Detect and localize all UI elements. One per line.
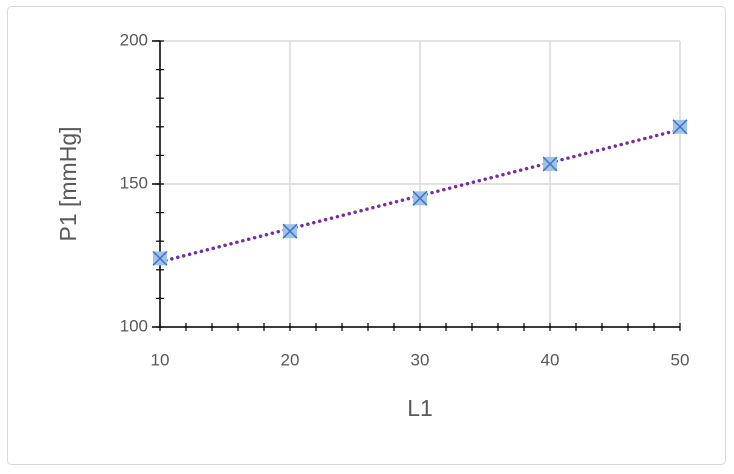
- marker: [152, 250, 168, 266]
- marker: [672, 119, 688, 135]
- x-tick-label: 40: [541, 350, 560, 369]
- x-tick-label: 50: [671, 350, 690, 369]
- x-axis-title: L1: [407, 395, 433, 421]
- y-tick-label: 100: [120, 316, 148, 335]
- y-tick-label: 200: [120, 30, 148, 49]
- x-tick-label: 10: [151, 350, 170, 369]
- y-axis-title: P1 [mmHg]: [55, 126, 81, 241]
- y-tick-label: 150: [120, 173, 148, 192]
- marker: [412, 190, 428, 206]
- x-tick-label: 30: [411, 350, 430, 369]
- chart-border: [7, 6, 726, 465]
- marker: [542, 156, 558, 172]
- marker: [282, 223, 298, 239]
- x-tick-label: 20: [281, 350, 300, 369]
